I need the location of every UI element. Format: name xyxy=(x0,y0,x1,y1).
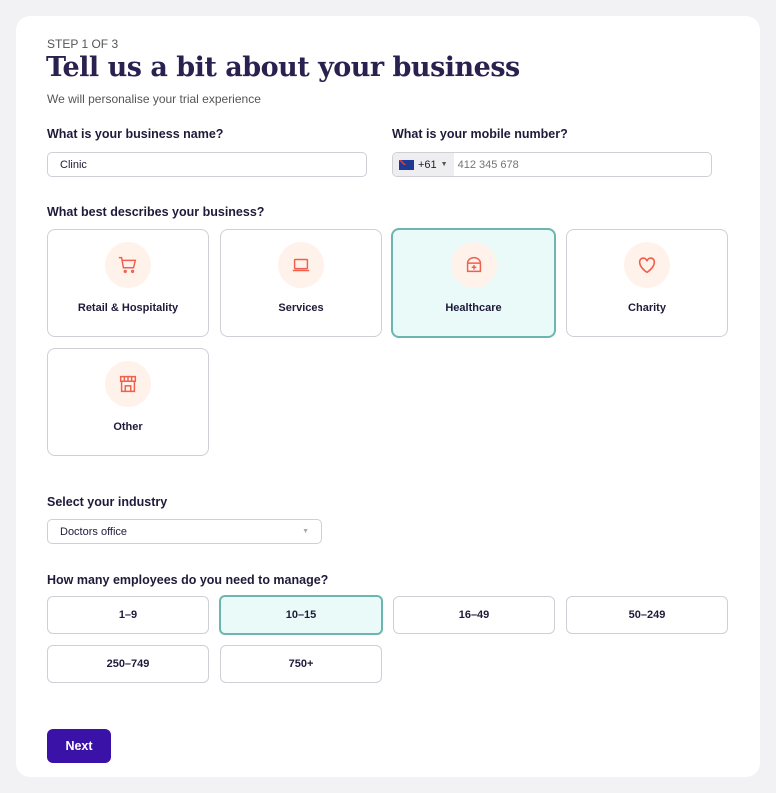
employees-label: How many employees do you need to manage… xyxy=(47,573,329,587)
option-label: 50–249 xyxy=(628,609,666,621)
employees-option-250-749[interactable]: 250–749 xyxy=(47,645,209,683)
option-charity[interactable]: Charity xyxy=(566,229,728,337)
employees-option-750-plus[interactable]: 750+ xyxy=(220,645,382,683)
cart-icon xyxy=(105,242,151,288)
option-label: Healthcare xyxy=(445,302,502,314)
employees-option-1-9[interactable]: 1–9 xyxy=(47,596,209,634)
option-label: 1–9 xyxy=(118,609,138,621)
option-other[interactable]: Other xyxy=(47,348,209,456)
option-retail-hospitality[interactable]: Retail & Hospitality xyxy=(47,229,209,337)
option-label: 750+ xyxy=(288,658,314,670)
industry-select[interactable]: Doctors office ▼ xyxy=(47,519,322,544)
page-subtitle: We will personalise your trial experienc… xyxy=(47,92,261,106)
business-type-label: What best describes your business? xyxy=(47,205,265,219)
business-name-label: What is your business name? xyxy=(47,127,224,141)
business-name-input[interactable]: Clinic xyxy=(47,152,367,177)
store-icon xyxy=(105,361,151,407)
caret-down-icon: ▼ xyxy=(440,161,448,168)
country-code: +61 xyxy=(418,158,437,171)
option-label: Other xyxy=(113,421,143,433)
mobile-input[interactable]: +61 ▼ xyxy=(392,152,712,177)
laptop-icon xyxy=(278,242,324,288)
option-label: 250–749 xyxy=(106,658,150,670)
option-label: Services xyxy=(278,302,324,314)
employees-option-50-249[interactable]: 50–249 xyxy=(566,596,728,634)
option-services[interactable]: Services xyxy=(220,229,382,337)
employees-option-10-15[interactable]: 10–15 xyxy=(219,595,383,635)
heart-icon xyxy=(624,242,670,288)
australia-flag-icon xyxy=(399,159,414,170)
option-label: 16–49 xyxy=(458,609,490,621)
industry-label: Select your industry xyxy=(47,495,168,509)
mobile-label: What is your mobile number? xyxy=(392,127,568,141)
form-card: STEP 1 OF 3 Tell us a bit about your bus… xyxy=(16,16,760,777)
chevron-down-icon: ▼ xyxy=(302,528,309,535)
medical-bag-icon xyxy=(450,242,497,288)
page-title: Tell us a bit about your business xyxy=(46,52,520,83)
next-button[interactable]: Next xyxy=(47,729,111,763)
business-name-value: Clinic xyxy=(60,158,87,171)
step-indicator: STEP 1 OF 3 xyxy=(47,37,119,51)
country-code-select[interactable]: +61 ▼ xyxy=(393,153,454,176)
option-label: 10–15 xyxy=(285,609,317,621)
option-label: Retail & Hospitality xyxy=(77,302,179,314)
option-healthcare[interactable]: Healthcare xyxy=(391,228,556,338)
mobile-number-field[interactable] xyxy=(453,158,674,171)
option-label: Charity xyxy=(628,302,666,314)
industry-value: Doctors office xyxy=(60,525,128,538)
employees-option-16-49[interactable]: 16–49 xyxy=(393,596,555,634)
